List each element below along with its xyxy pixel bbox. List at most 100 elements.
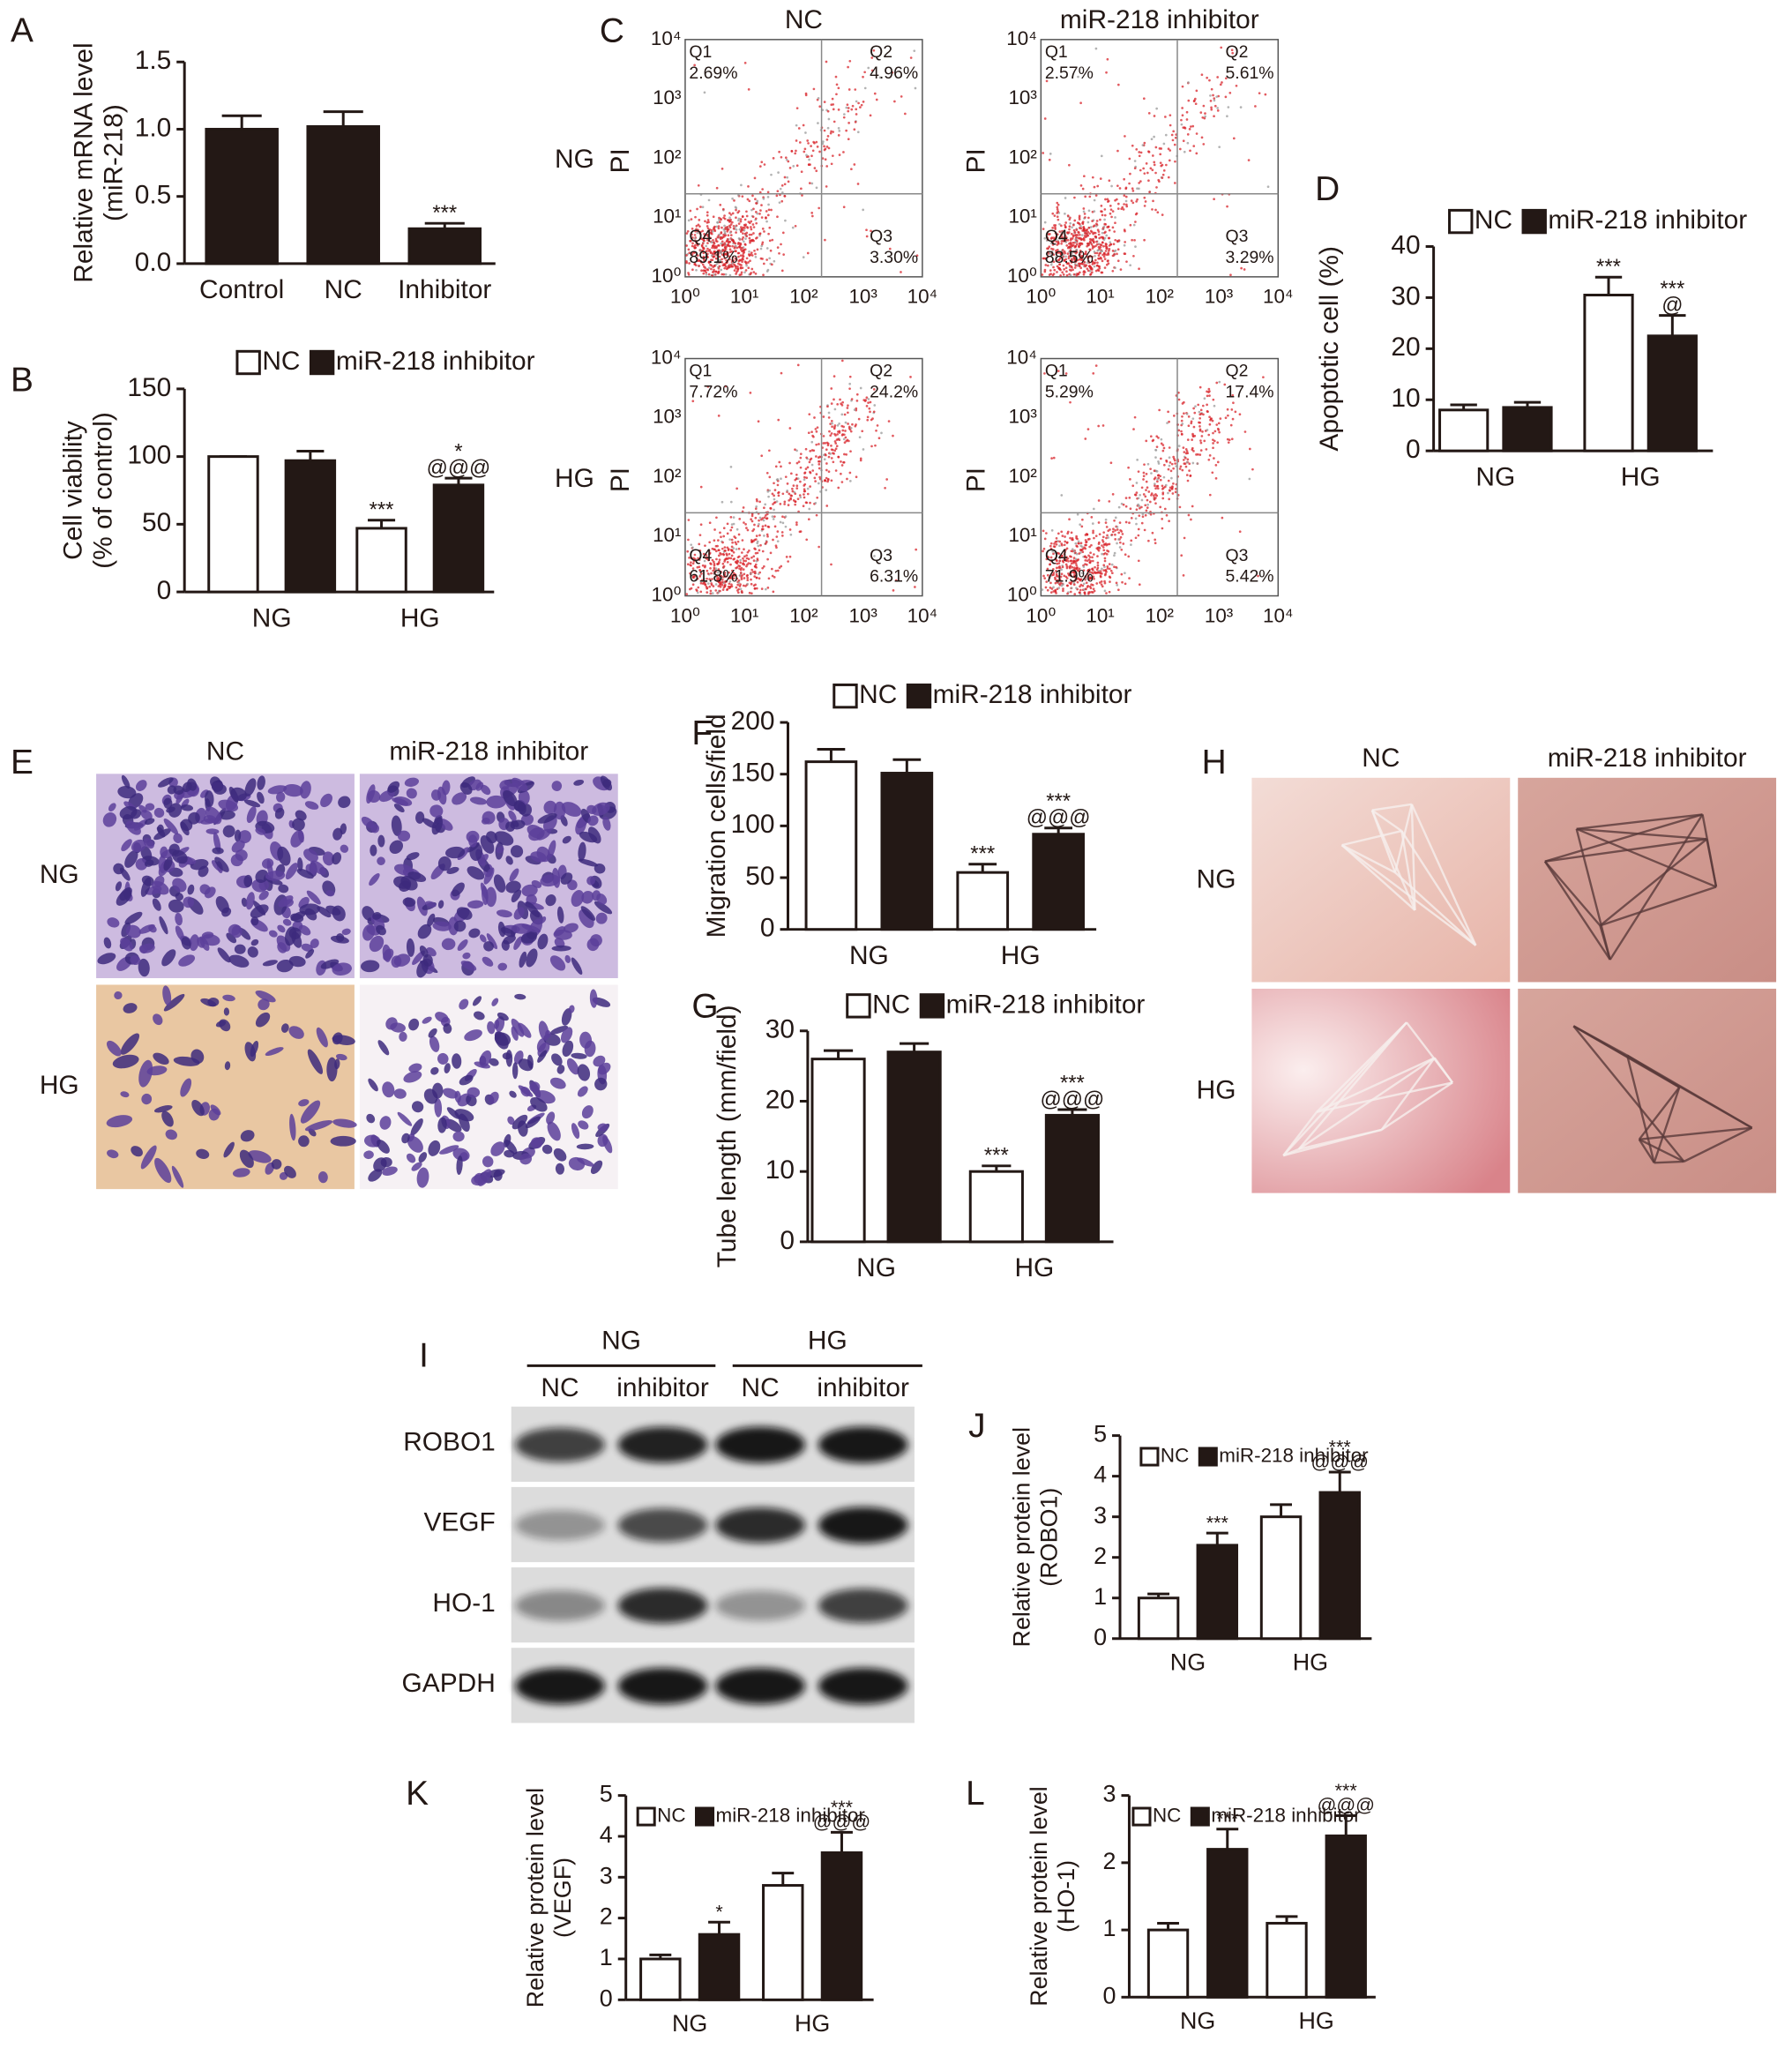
event-dot bbox=[713, 245, 716, 248]
event-dot bbox=[1110, 533, 1114, 536]
event-dot bbox=[803, 472, 806, 475]
event-dot bbox=[1086, 257, 1090, 259]
event-dot bbox=[1062, 253, 1065, 257]
event-dot bbox=[1129, 507, 1132, 511]
event-dot bbox=[783, 500, 787, 504]
event-dot bbox=[1098, 266, 1101, 270]
event-dot bbox=[1212, 398, 1215, 401]
event-dot bbox=[685, 232, 689, 235]
event-dot bbox=[1095, 243, 1099, 246]
event-dot bbox=[853, 128, 856, 131]
event-dot bbox=[1072, 256, 1076, 258]
event-dot bbox=[708, 260, 711, 264]
event-dot bbox=[1198, 385, 1202, 389]
x-tick-label: HG bbox=[1001, 941, 1041, 970]
event-dot bbox=[737, 255, 740, 258]
quadrant-percent: 5.42% bbox=[1226, 567, 1274, 587]
event-dot bbox=[815, 443, 818, 446]
event-dot bbox=[743, 61, 747, 64]
x-tick-label: 10³ bbox=[1205, 604, 1234, 626]
event-dot bbox=[1116, 149, 1119, 153]
event-dot bbox=[1169, 461, 1172, 464]
event-dot bbox=[1098, 236, 1101, 240]
event-dot bbox=[712, 215, 715, 219]
event-dot bbox=[691, 228, 694, 230]
event-dot bbox=[808, 507, 811, 511]
event-dot bbox=[702, 272, 706, 275]
event-dot bbox=[855, 100, 858, 103]
event-dot bbox=[739, 220, 743, 223]
event-dot bbox=[781, 492, 785, 496]
event-dot bbox=[1145, 480, 1148, 483]
bar bbox=[810, 1058, 866, 1244]
event-dot bbox=[1061, 249, 1064, 251]
event-dot bbox=[1081, 222, 1085, 226]
event-dot bbox=[1101, 424, 1105, 427]
y-tick-label: 3 bbox=[600, 1862, 613, 1888]
event-dot bbox=[833, 407, 837, 411]
event-dot bbox=[754, 252, 757, 256]
event-dot bbox=[723, 230, 727, 233]
event-dot bbox=[1098, 581, 1101, 584]
event-dot bbox=[1123, 203, 1125, 206]
event-dot bbox=[1101, 540, 1105, 543]
event-dot bbox=[1202, 104, 1206, 108]
event-dot bbox=[700, 269, 703, 273]
event-dot bbox=[807, 142, 810, 145]
event-dot bbox=[1085, 540, 1088, 543]
event-dot bbox=[1224, 416, 1228, 420]
event-dot bbox=[741, 539, 744, 542]
event-dot bbox=[732, 557, 735, 561]
event-dot bbox=[738, 585, 742, 587]
event-dot bbox=[706, 221, 709, 224]
bar bbox=[639, 1957, 682, 2001]
event-dot bbox=[738, 237, 742, 241]
event-dot bbox=[1081, 187, 1085, 191]
y-tick-label: 10³ bbox=[653, 86, 682, 108]
event-dot bbox=[1148, 500, 1152, 504]
event-dot bbox=[1084, 563, 1086, 565]
event-dot bbox=[721, 547, 724, 550]
legend-swatch bbox=[1198, 1447, 1218, 1467]
event-dot bbox=[1117, 505, 1121, 509]
event-dot bbox=[706, 591, 709, 594]
event-dot bbox=[1086, 267, 1089, 271]
event-dot bbox=[810, 154, 813, 158]
event-dot bbox=[707, 266, 711, 270]
event-dot bbox=[700, 261, 703, 264]
event-dot bbox=[713, 270, 715, 273]
event-dot bbox=[728, 255, 731, 258]
event-dot bbox=[745, 564, 748, 568]
event-dot bbox=[1109, 241, 1112, 244]
event-dot bbox=[786, 176, 789, 179]
event-dot bbox=[1056, 215, 1059, 219]
event-dot bbox=[1083, 260, 1086, 264]
legend-label: miR-218 inhibitor bbox=[336, 347, 535, 376]
event-dot bbox=[1155, 186, 1158, 189]
event-dot bbox=[777, 418, 780, 422]
event-dot bbox=[735, 271, 738, 273]
event-dot bbox=[832, 452, 834, 455]
event-dot bbox=[1105, 552, 1109, 556]
event-dot bbox=[1091, 239, 1094, 243]
event-dot bbox=[1088, 232, 1092, 236]
event-dot bbox=[1186, 479, 1190, 482]
event-dot bbox=[695, 241, 698, 244]
event-dot bbox=[840, 464, 844, 467]
event-dot bbox=[696, 231, 699, 235]
y-tick-label: 4 bbox=[1094, 1462, 1107, 1488]
event-dot bbox=[1091, 263, 1094, 265]
quadrant-percent: 5.29% bbox=[1045, 383, 1094, 402]
event-dot bbox=[1102, 252, 1106, 255]
event-dot bbox=[735, 273, 737, 275]
event-dot bbox=[1082, 257, 1085, 259]
event-dot bbox=[1160, 457, 1162, 460]
lane-label: NC bbox=[541, 1373, 579, 1402]
event-dot bbox=[830, 402, 833, 405]
event-dot bbox=[753, 176, 757, 180]
event-dot bbox=[1165, 513, 1169, 517]
event-dot bbox=[1107, 259, 1109, 262]
event-dot bbox=[718, 558, 721, 562]
event-dot bbox=[754, 255, 758, 258]
event-dot bbox=[1145, 162, 1148, 165]
